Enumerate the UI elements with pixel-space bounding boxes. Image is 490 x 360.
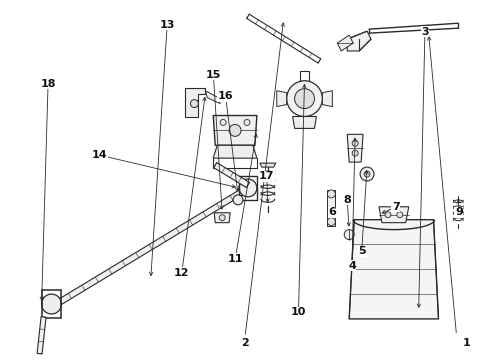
Circle shape [233,195,243,205]
Polygon shape [327,190,335,226]
Polygon shape [293,117,317,129]
Polygon shape [277,91,287,107]
Circle shape [344,230,354,239]
Text: 16: 16 [218,91,233,101]
Polygon shape [347,134,363,162]
Text: 18: 18 [40,78,56,89]
Text: 15: 15 [206,69,221,80]
Circle shape [360,167,374,181]
Circle shape [294,89,315,109]
Circle shape [364,171,370,177]
Polygon shape [55,187,246,307]
Polygon shape [214,213,230,223]
Polygon shape [213,145,257,158]
Circle shape [397,212,403,218]
Polygon shape [322,91,332,107]
Circle shape [287,81,322,117]
Text: 9: 9 [455,207,463,217]
Polygon shape [37,317,46,354]
Polygon shape [260,163,276,167]
Polygon shape [347,31,371,51]
Text: 4: 4 [348,261,356,271]
Polygon shape [214,163,249,188]
Text: 7: 7 [392,202,400,212]
Circle shape [219,215,225,221]
Text: 8: 8 [343,195,351,204]
Circle shape [229,125,241,136]
Circle shape [352,150,358,156]
Polygon shape [337,35,353,51]
Polygon shape [379,207,409,223]
Circle shape [352,140,358,146]
Text: 17: 17 [259,171,274,181]
Circle shape [244,120,250,125]
Circle shape [385,212,391,218]
Text: 6: 6 [329,207,337,217]
Polygon shape [185,88,205,117]
Text: 1: 1 [463,338,470,347]
Text: 5: 5 [358,247,366,256]
Circle shape [220,120,226,125]
Circle shape [327,190,335,198]
Circle shape [191,100,198,108]
Text: 11: 11 [227,253,243,264]
Text: 3: 3 [421,27,429,37]
Text: 13: 13 [160,19,175,30]
Polygon shape [349,220,439,319]
Text: 10: 10 [291,307,306,317]
Polygon shape [213,116,257,145]
Circle shape [239,179,257,197]
Text: 14: 14 [91,150,107,160]
Circle shape [327,218,335,226]
Text: 12: 12 [174,268,190,278]
Text: 2: 2 [241,338,249,347]
Polygon shape [205,91,220,104]
Circle shape [42,294,61,314]
